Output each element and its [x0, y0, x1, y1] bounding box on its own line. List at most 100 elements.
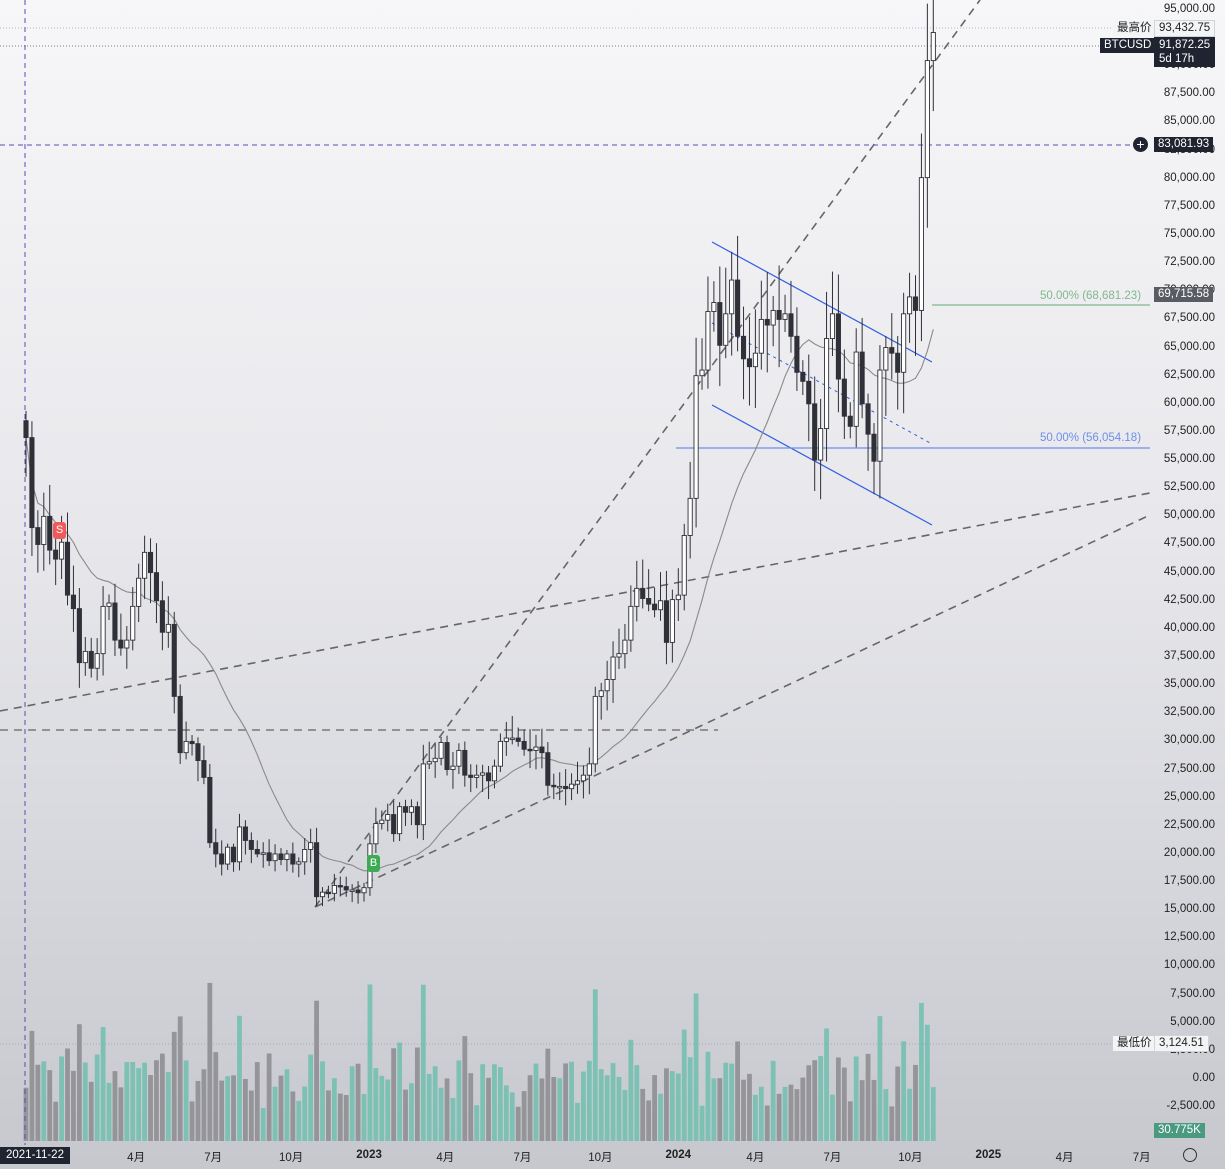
- volume-bar: [290, 1091, 296, 1141]
- volume-bar: [76, 1024, 82, 1141]
- price-tick-label: 40,000.00: [1163, 621, 1215, 634]
- volume-bar: [468, 1073, 474, 1141]
- volume-bar: [646, 1100, 652, 1141]
- candle-body: [373, 823, 379, 845]
- volume-bar: [432, 1066, 438, 1141]
- time-tick-label: 7月: [1132, 1152, 1151, 1164]
- volume-bar: [171, 1031, 177, 1141]
- candle-body: [361, 887, 367, 894]
- volume-bar: [711, 1078, 717, 1141]
- volume-bar: [403, 1089, 408, 1141]
- volume-bar: [159, 1053, 165, 1141]
- volume-bar: [557, 1078, 563, 1141]
- candle-body: [337, 884, 343, 888]
- candle-body: [539, 746, 545, 754]
- time-tick-label: 7月: [204, 1152, 223, 1164]
- price-tick-label: 32,500.00: [1163, 706, 1215, 719]
- candle-body: [100, 605, 106, 655]
- candle-body: [314, 842, 320, 898]
- volume-bar: [373, 1068, 379, 1141]
- volume-bar: [23, 1087, 29, 1141]
- candle-body: [764, 318, 770, 326]
- buy-signal-marker[interactable]: B: [367, 855, 380, 872]
- volume-bar: [924, 1024, 930, 1141]
- volume-bar: [812, 1060, 818, 1141]
- volume-bar: [65, 1048, 70, 1141]
- candle-body: [699, 369, 705, 377]
- candle-body: [462, 749, 468, 776]
- candle-body: [82, 650, 88, 664]
- volume-bar: [889, 1106, 895, 1141]
- candle-body: [717, 302, 723, 346]
- candle-body: [343, 886, 349, 891]
- candle-body: [735, 279, 741, 337]
- candle-body: [533, 746, 539, 751]
- volume-bar: [503, 1085, 509, 1141]
- ma-value-tag: 69,715.58: [1154, 287, 1214, 302]
- candle-body: [794, 335, 800, 373]
- price-tick-label: 60,000.00: [1163, 396, 1215, 409]
- volume-bar: [681, 1029, 687, 1141]
- low-price-value: 3,124.51: [1154, 1035, 1209, 1052]
- volume-bar: [225, 1076, 231, 1141]
- volume-bar: [770, 1060, 776, 1141]
- candle-body: [420, 763, 426, 826]
- volume-bar: [741, 1079, 746, 1141]
- add-alert-icon[interactable]: +: [1133, 137, 1148, 152]
- volume-bar: [474, 1105, 480, 1141]
- volume-bar: [895, 1066, 901, 1141]
- chart-settings-icon[interactable]: [1183, 1148, 1197, 1162]
- low-price-label: 最低价: [1113, 1036, 1156, 1051]
- candle-body: [853, 351, 859, 427]
- volume-bar: [901, 1041, 907, 1141]
- time-tick-label: 2025: [975, 1149, 1002, 1161]
- candle-body: [818, 428, 824, 461]
- fib-label-upper: 50.00% (68,681.23): [1040, 290, 1142, 302]
- candle-body: [159, 600, 165, 633]
- price-tick-label: 17,500.00: [1163, 875, 1215, 888]
- volume-bar: [106, 1082, 112, 1141]
- candle-body: [907, 296, 913, 315]
- sell-signal-marker[interactable]: S: [53, 522, 66, 539]
- candle-body: [142, 551, 148, 579]
- volume-bar: [640, 1088, 646, 1141]
- trendline-steep: [314, 0, 981, 908]
- candle-body: [230, 846, 237, 863]
- candle-body: [646, 598, 652, 605]
- time-tick-label: 4月: [436, 1152, 455, 1164]
- candle-body: [118, 639, 124, 649]
- volume-bar: [231, 1075, 236, 1141]
- volume-bars: [23, 982, 936, 1141]
- price-tick-label: 20,000.00: [1163, 846, 1215, 859]
- candle-body: [687, 497, 693, 536]
- candle-body: [586, 763, 592, 776]
- volume-bar: [669, 1071, 675, 1141]
- crosshair-date-tag: 2021-11-22: [0, 1147, 70, 1164]
- volume-bar: [533, 1063, 539, 1141]
- candle-body: [106, 602, 112, 607]
- high-price-label: 最高价: [1113, 21, 1156, 36]
- candle-body: [509, 737, 515, 740]
- candle-body: [841, 378, 847, 417]
- price-tick-label: 0.00: [1192, 1072, 1215, 1084]
- candle-body: [136, 577, 142, 607]
- candle-body: [806, 380, 812, 405]
- volume-bar: [865, 1053, 871, 1141]
- volume-bar: [266, 1053, 272, 1141]
- time-tick-label: 4月: [127, 1152, 146, 1164]
- volume-bar: [201, 1069, 207, 1141]
- candle-body: [260, 852, 266, 855]
- candle-body: [402, 806, 409, 813]
- volume-bar: [693, 993, 699, 1141]
- volume-bar: [634, 1065, 640, 1141]
- candle-body: [491, 765, 498, 782]
- volume-bar: [575, 1102, 580, 1141]
- candle-body: [924, 60, 930, 179]
- price-tick-label: 72,500.00: [1163, 256, 1215, 269]
- volume-bar: [438, 1087, 444, 1141]
- price-tick-label: 47,500.00: [1163, 537, 1215, 550]
- candle-body: [598, 690, 604, 697]
- volume-bar: [88, 1081, 94, 1141]
- price-tick-label: 87,500.00: [1163, 87, 1215, 100]
